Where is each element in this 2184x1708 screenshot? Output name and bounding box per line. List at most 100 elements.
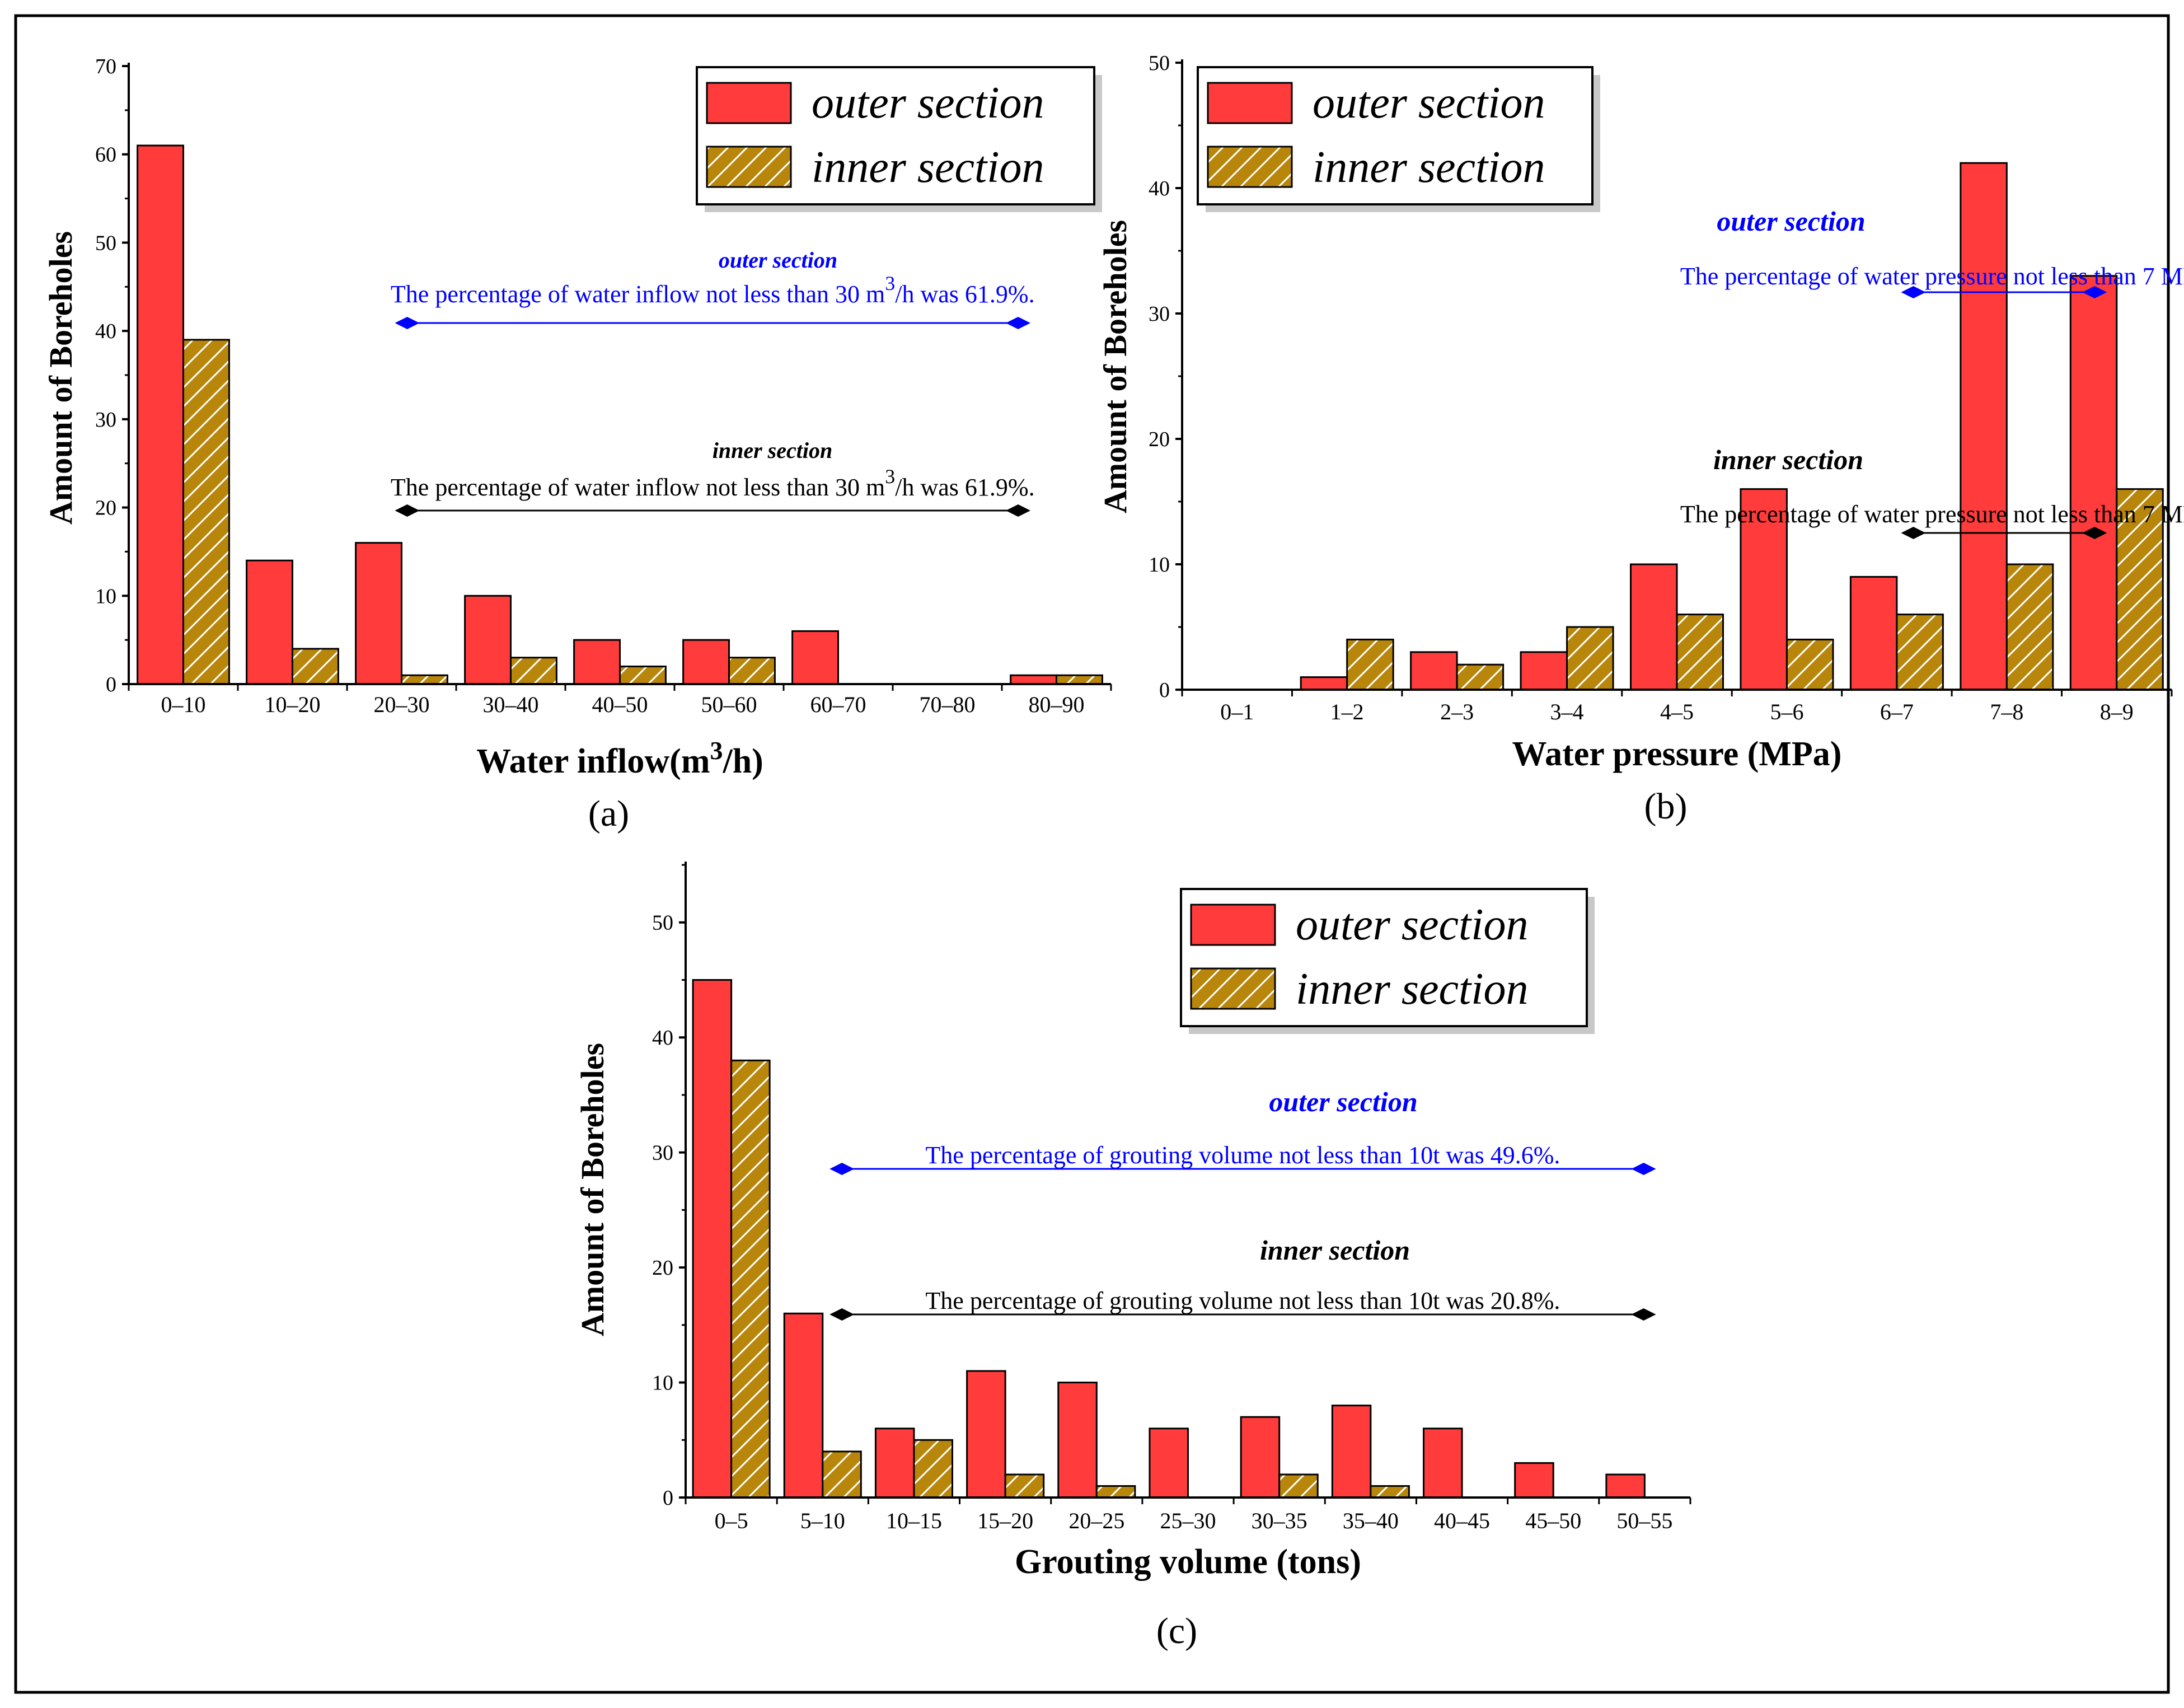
bar-inner-c-6 bbox=[1278, 1473, 1319, 1499]
bar-outer-c-6 bbox=[1240, 1416, 1281, 1499]
bar-inner-b-4 bbox=[1676, 614, 1724, 691]
panel-label-c: (c) bbox=[1156, 1611, 1197, 1651]
x-tick-label-a: 10–20 bbox=[265, 692, 321, 717]
x-tick-label-b: 8–9 bbox=[2100, 699, 2134, 724]
bar-outer-a-0 bbox=[137, 144, 185, 685]
bar-inner-a-3 bbox=[510, 657, 557, 685]
y-tick-label-c: 10 bbox=[652, 1372, 673, 1395]
legend-swatch-inner bbox=[706, 146, 792, 188]
annotation-arrow-right bbox=[1631, 1308, 1656, 1321]
x-axis-title-a: Water inflow(m3/h) bbox=[476, 736, 763, 780]
bar-inner-a-2 bbox=[401, 674, 448, 685]
annotation-outer-c: outer section The percentage of grouting … bbox=[829, 1086, 1656, 1175]
annotation-text: The percentage of water pressure not les… bbox=[1680, 263, 2184, 290]
annotation-arrow-left bbox=[1901, 527, 1926, 539]
bar-outer-c-3 bbox=[966, 1370, 1006, 1499]
annotation-heading: inner section bbox=[1713, 444, 1863, 475]
x-tick-label-b: 5–6 bbox=[1770, 699, 1803, 724]
x-tick-label-a: 40–50 bbox=[592, 692, 648, 717]
y-axis-title-a: Amount of Boreholes bbox=[43, 231, 79, 525]
bar-inner-a-5 bbox=[728, 657, 776, 685]
bar-outer-b-8 bbox=[2069, 275, 2118, 691]
legend-swatch-outer bbox=[1207, 82, 1293, 124]
bar-outer-b-6 bbox=[1849, 575, 1898, 691]
annotation-text: The percentage of water inflow not less … bbox=[391, 465, 1035, 501]
x-tick-label-a: 50–60 bbox=[701, 692, 757, 717]
bar-inner-b-3 bbox=[1566, 626, 1614, 691]
x-tick-label-a: 30–40 bbox=[483, 692, 539, 717]
x-axis-title-b: Water pressure (MPa) bbox=[1512, 735, 1842, 773]
x-axis-title-sup: 3 bbox=[710, 736, 723, 765]
y-tick-label-b: 0 bbox=[1159, 678, 1170, 702]
annotation-heading: outer section bbox=[1717, 205, 1865, 237]
y-tick-label-b: 50 bbox=[1149, 52, 1170, 75]
legend-label-outer: outer section bbox=[1296, 900, 1528, 949]
bar-inner-b-2 bbox=[1456, 663, 1505, 691]
legend-label-outer: outer section bbox=[1313, 78, 1545, 128]
x-tick-label-c: 50–55 bbox=[1616, 1508, 1672, 1533]
bar-inner-b-1 bbox=[1346, 638, 1394, 691]
bar-inner-a-8 bbox=[1056, 674, 1103, 685]
y-tick-label-c: 30 bbox=[652, 1141, 673, 1165]
panel-label-a: (a) bbox=[588, 793, 629, 834]
bar-outer-a-1 bbox=[246, 559, 294, 685]
bar-outer-a-3 bbox=[464, 595, 512, 685]
y-tick-label-b: 40 bbox=[1149, 177, 1170, 200]
bar-outer-b-7 bbox=[1960, 162, 2008, 691]
bar-inner-c-0 bbox=[730, 1059, 771, 1499]
annotation-text-main: The percentage of grouting volume not le… bbox=[925, 1141, 1560, 1169]
bar-outer-a-5 bbox=[682, 639, 730, 685]
y-tick-label-a: 30 bbox=[95, 408, 116, 432]
bar-outer-c-9 bbox=[1514, 1462, 1554, 1499]
y-tick-label-a: 50 bbox=[95, 231, 116, 255]
bar-outer-b-2 bbox=[1410, 651, 1458, 691]
bar-outer-c-5 bbox=[1149, 1428, 1189, 1499]
x-axis-title-main: Grouting volume (tons) bbox=[1015, 1543, 1361, 1581]
annotation-text-tail: /h was 61.9%. bbox=[895, 474, 1034, 501]
panel-label-b: (b) bbox=[1644, 786, 1688, 827]
x-tick-label-c: 25–30 bbox=[1160, 1508, 1216, 1533]
annotation-text: The percentage of grouting volume not le… bbox=[925, 1141, 1560, 1169]
annotation-text: The percentage of water pressure not les… bbox=[1680, 500, 2184, 528]
bar-outer-c-7 bbox=[1331, 1405, 1372, 1499]
legend-label-inner: inner section bbox=[1296, 965, 1528, 1014]
bar-inner-b-5 bbox=[1785, 638, 1834, 691]
legend-swatch-outer bbox=[1190, 904, 1276, 946]
bar-inner-c-7 bbox=[1370, 1485, 1410, 1499]
bar-inner-a-1 bbox=[292, 648, 339, 685]
legend-a: outer section inner section bbox=[696, 66, 1102, 212]
bar-inner-b-8 bbox=[2116, 488, 2164, 691]
legend-b: outer section inner section bbox=[1197, 66, 1600, 212]
bar-outer-a-2 bbox=[355, 542, 402, 685]
x-tick-label-b: 6–7 bbox=[1880, 699, 1914, 724]
annotation-arrow-right bbox=[1631, 1163, 1656, 1175]
annotation-heading: outer section bbox=[1269, 1086, 1417, 1117]
annotation-inner-a: inner section The percentage of water inf… bbox=[391, 438, 1035, 517]
bar-inner-b-7 bbox=[2005, 563, 2054, 691]
bar-inner-a-0 bbox=[182, 339, 230, 685]
legend-swatch-inner bbox=[1190, 967, 1276, 1010]
bar-outer-c-2 bbox=[874, 1428, 915, 1499]
x-tick-label-a: 20–30 bbox=[374, 692, 430, 717]
x-tick-label-a: 0–10 bbox=[161, 692, 206, 717]
annotation-arrow-right bbox=[2082, 286, 2107, 298]
y-tick-label-c: 20 bbox=[652, 1256, 673, 1280]
bar-inner-b-6 bbox=[1896, 614, 1944, 691]
chart-b: 0 10 20 30 40 50 0–1 1–2 2–3 3–4 4–5 5–6 6–7 7–8 8–9 Wa… bbox=[1097, 52, 2184, 827]
bar-inner-c-3 bbox=[1004, 1473, 1045, 1499]
x-axis-title-main: Water inflow(m bbox=[476, 742, 710, 780]
legend-swatch-inner bbox=[1207, 146, 1293, 188]
annotation-arrow-left bbox=[829, 1163, 855, 1175]
legend-label-inner: inner section bbox=[1313, 143, 1545, 192]
y-tick-label-c: 50 bbox=[652, 911, 673, 935]
annotation-arrow-right bbox=[2082, 527, 2107, 539]
x-tick-label-c: 10–15 bbox=[886, 1508, 942, 1533]
x-axis-title-c: Grouting volume (tons) bbox=[1015, 1543, 1361, 1581]
annotation-arrow-left bbox=[395, 504, 420, 517]
x-tick-label-c: 15–20 bbox=[977, 1508, 1033, 1533]
x-tick-label-c: 0–5 bbox=[715, 1508, 748, 1533]
bar-outer-c-4 bbox=[1057, 1382, 1098, 1499]
bar-outer-b-3 bbox=[1520, 651, 1568, 691]
bar-inner-c-1 bbox=[822, 1450, 862, 1499]
